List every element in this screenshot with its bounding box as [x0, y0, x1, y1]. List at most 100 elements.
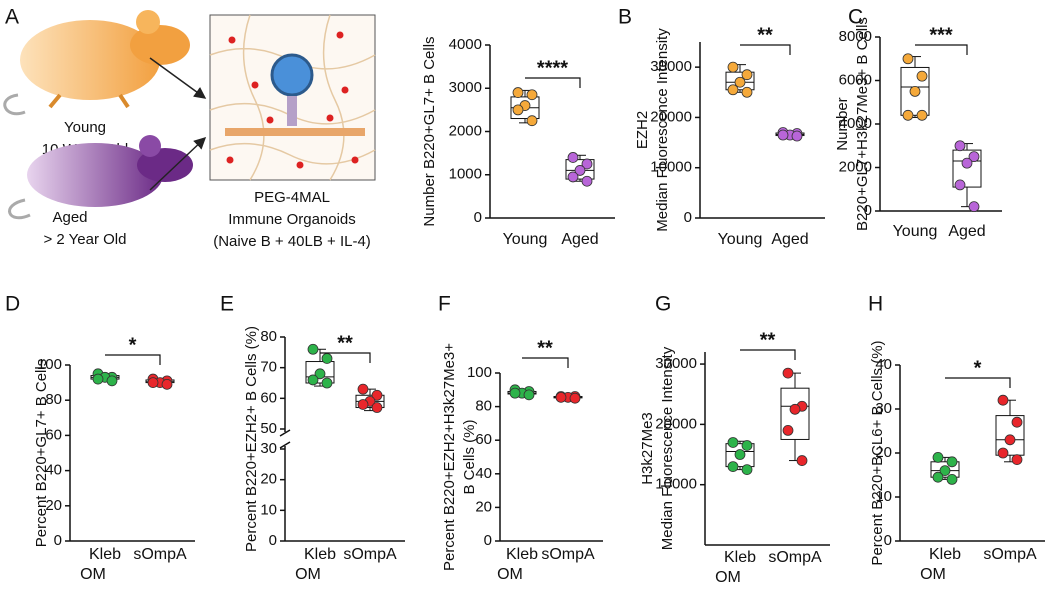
x-tick-label: Kleb: [89, 546, 121, 563]
x-tick-label: Kleb: [506, 546, 538, 563]
data-point: [727, 84, 739, 96]
data-point: [727, 461, 739, 472]
data-point: [574, 165, 586, 176]
data-point: [909, 85, 921, 97]
arrow: [149, 57, 207, 99]
y-tick-label: 10: [260, 501, 277, 518]
y-tick-label: 20: [875, 444, 892, 461]
y-tick-label: 10: [875, 488, 892, 505]
data-point: [581, 158, 593, 170]
data-point: [567, 171, 579, 183]
significance: *: [129, 334, 137, 356]
data-point: [932, 451, 944, 463]
data-point: [147, 377, 159, 389]
box: [930, 461, 960, 478]
y-tick-label: 60: [475, 431, 492, 448]
significance-bracket: [525, 77, 581, 88]
box: [725, 71, 755, 91]
data-point: [523, 389, 535, 401]
data-point: [321, 353, 333, 364]
label: > 2 Year Old: [44, 231, 127, 248]
panel-letter: G: [655, 293, 671, 316]
data-point: [782, 367, 794, 379]
panel-letter: B: [618, 6, 632, 29]
data-point: [1004, 434, 1016, 446]
data-point: [954, 179, 966, 191]
significance: **: [757, 24, 773, 46]
data-point: [902, 109, 914, 121]
y-axis-label: EZH2: [634, 111, 651, 149]
significance: ****: [537, 57, 568, 79]
y-tick-label: 80: [260, 328, 277, 345]
x-tick-label: sOmpA: [343, 546, 397, 563]
y-axis-label: H3k27Me3: [639, 412, 656, 485]
box: [780, 387, 810, 440]
y-tick-label: 0: [484, 532, 492, 549]
y-tick-label: 4000: [839, 115, 872, 132]
y-tick-label: 2000: [449, 122, 482, 139]
y-axis-label: Percent B220+EZH2+ B Cells (%): [243, 326, 260, 552]
y-tick-label: 30: [875, 400, 892, 417]
data-point: [946, 473, 958, 485]
box: [900, 66, 930, 116]
significance-bracket: [915, 44, 968, 55]
significance-bracket: [740, 349, 796, 360]
x-tick-label: Kleb: [929, 546, 961, 563]
data-point: [734, 76, 746, 88]
data-point: [512, 104, 524, 116]
y-tick-label: 60: [45, 426, 62, 443]
data-point: [791, 130, 803, 142]
y-axis-label: Percent B220+GL7+ B Cells: [33, 359, 50, 547]
data-point: [357, 383, 369, 395]
data-point: [581, 175, 593, 187]
y-tick-label: 40: [475, 465, 492, 482]
y-axis-label: Percent B220+EZH2+H3k27Me3+: [441, 343, 458, 571]
data-point: [782, 425, 794, 436]
x-tick-label: Young: [893, 223, 938, 240]
y-tick-label: 0: [684, 209, 692, 226]
x-tick-label: Aged: [771, 231, 808, 248]
axis-break: [279, 429, 291, 437]
data-point: [727, 437, 739, 448]
data-point: [777, 129, 789, 141]
y-tick-label: 0: [864, 202, 872, 219]
y-tick-label: 70: [260, 359, 277, 376]
panel-letter: C: [848, 6, 863, 29]
x-tick-label: Kleb: [724, 549, 756, 566]
x-tick-label: Aged: [948, 223, 985, 240]
y-tick-label: 8000: [839, 28, 872, 45]
data-point: [509, 387, 521, 399]
data-point: [1011, 416, 1023, 428]
organoid: [209, 14, 376, 181]
y-axis-label: Number: [834, 97, 851, 150]
data-point: [371, 389, 383, 401]
box: [725, 443, 755, 468]
y-tick-label: 80: [45, 391, 62, 408]
panel-letter: H: [868, 293, 883, 316]
y-tick-label: 20: [260, 471, 277, 488]
data-point: [555, 391, 567, 403]
y-axis-label: Median Fluorescence Intensity: [659, 346, 676, 550]
y-tick-label: 1000: [449, 166, 482, 183]
data-point: [727, 61, 739, 73]
data-point: [997, 394, 1009, 406]
data-point: [741, 440, 753, 451]
x-tick-label: Young: [718, 231, 763, 248]
label: PEG-4MAL: [254, 189, 330, 206]
label: (Naive B + 40LB + IL-4): [213, 233, 371, 250]
data-point: [946, 456, 958, 468]
x-tick-label: Young: [503, 231, 548, 248]
data-point: [526, 115, 538, 127]
data-point: [954, 140, 966, 152]
x-tick-label: OM: [80, 566, 106, 583]
box: [952, 149, 982, 188]
data-point: [916, 109, 928, 121]
y-tick-label: 20000: [655, 415, 697, 432]
y-tick-label: 0: [884, 532, 892, 549]
data-point: [968, 201, 980, 213]
y-tick-label: 100: [467, 364, 492, 381]
data-point: [968, 151, 980, 163]
y-tick-label: 0: [269, 532, 277, 549]
y-axis-label: B Cells (%): [461, 419, 478, 494]
